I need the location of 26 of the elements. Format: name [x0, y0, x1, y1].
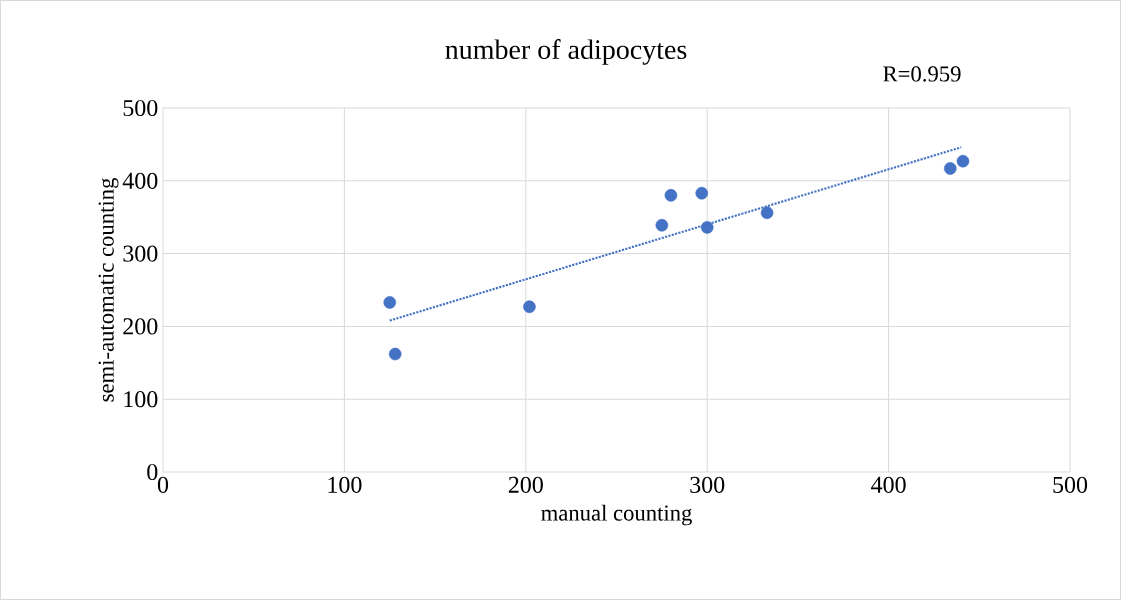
x-tick-label: 400 — [871, 476, 906, 493]
x-tick-label: 300 — [690, 476, 725, 493]
x-axis-title: manual counting — [541, 504, 692, 526]
point — [760, 206, 774, 220]
point — [700, 221, 714, 234]
y-tick-label: 0 — [147, 463, 158, 481]
y-tick-label: 300 — [123, 245, 158, 262]
y-tick-label: 400 — [122, 172, 158, 189]
point — [523, 300, 536, 314]
y-tick-label: 500 — [123, 99, 158, 117]
point — [695, 186, 709, 200]
point — [944, 162, 957, 175]
point — [956, 154, 970, 168]
point — [664, 189, 678, 202]
point — [383, 296, 397, 309]
point — [388, 347, 402, 361]
text: R=0.959 — [883, 66, 961, 82]
y-tick-label: 200 — [123, 318, 158, 335]
x-tick-label: 0 — [157, 476, 169, 493]
chart-title: number of adipocytes — [445, 39, 687, 65]
x-tick-label: 200 — [508, 476, 543, 493]
x-tick-label: 500 — [1053, 476, 1088, 493]
y-tick-label: 100 — [124, 391, 158, 408]
x-tick-label: 100 — [328, 476, 362, 493]
y-axis-title: semi-automatic counting — [98, 178, 119, 402]
point — [655, 218, 669, 232]
